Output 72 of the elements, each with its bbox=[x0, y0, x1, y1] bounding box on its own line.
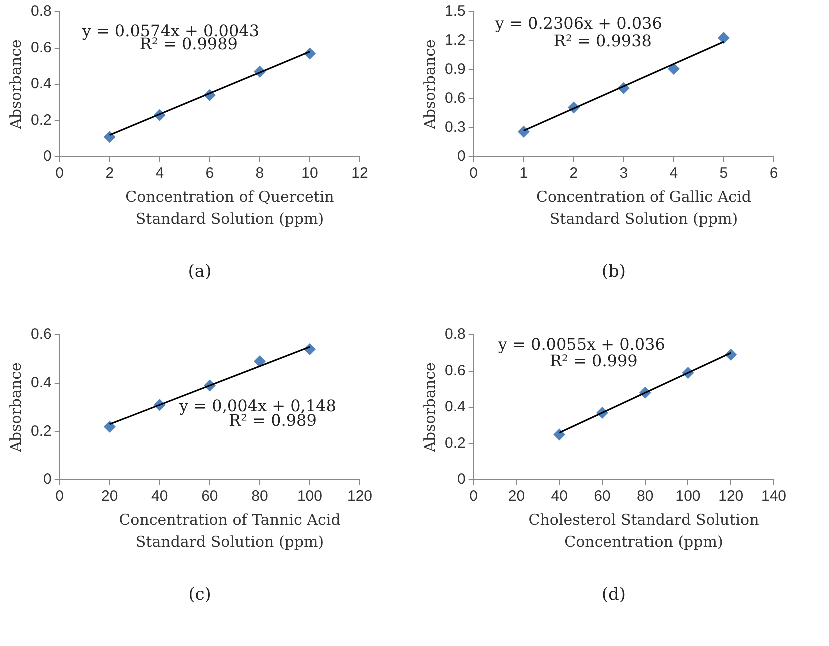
x-tick-label: 100 bbox=[676, 488, 701, 506]
x-tick-label: 100 bbox=[297, 488, 322, 506]
x-tick-label: 8 bbox=[256, 165, 264, 182]
x-tick-label: 80 bbox=[637, 488, 654, 506]
y-tick-label: 0.2 bbox=[30, 112, 52, 129]
x-tick-label: 120 bbox=[718, 488, 744, 506]
text: (b) bbox=[600, 262, 628, 282]
y-tick-label: 0.8 bbox=[30, 3, 52, 20]
point bbox=[718, 32, 730, 44]
x-tick-label: 80 bbox=[252, 488, 268, 506]
point bbox=[554, 428, 566, 441]
x-axis-title: Concentration of Quercetin Standard Solution (ppm) bbox=[124, 187, 336, 230]
x-tick-label: 40 bbox=[551, 488, 568, 506]
y-tick-label: 1.5 bbox=[444, 3, 466, 20]
x-tick-label: 0 bbox=[470, 165, 478, 182]
point bbox=[668, 63, 680, 76]
x-tick-label: 6 bbox=[770, 165, 778, 182]
x-tick-label: 120 bbox=[347, 488, 373, 506]
y-axis-title: Absorbance bbox=[6, 362, 25, 454]
y-tick-label: 0.8 bbox=[444, 326, 466, 344]
x-axis-title: Cholesterol Standard Solution Concentration (ppm) bbox=[528, 510, 760, 553]
y-tick-label: 0 bbox=[44, 148, 52, 166]
text: (d) bbox=[600, 585, 628, 605]
y-tick-label: 0.4 bbox=[30, 374, 52, 392]
x-tick-label: 60 bbox=[594, 488, 611, 506]
x-axis-title: Concentration of Tannic Acid Standard Solution (ppm) bbox=[118, 510, 342, 553]
y-tick-label: 0.4 bbox=[30, 76, 52, 93]
x-tick-label: 60 bbox=[202, 488, 218, 506]
annotation: y = 0.2306x + 0.036 bbox=[494, 14, 662, 34]
text: (a) bbox=[187, 262, 213, 282]
x-tick-label: 2 bbox=[106, 165, 114, 182]
x-tick-label: 0 bbox=[56, 165, 64, 182]
x-tick-label: 4 bbox=[156, 165, 164, 182]
y-tick-label: 0 bbox=[44, 471, 52, 488]
x-tick-label: 10 bbox=[302, 165, 318, 182]
x-axis-title: Concentration of Gallic Acid Standard Solution (ppm) bbox=[535, 187, 752, 230]
text: (c) bbox=[188, 585, 212, 605]
point bbox=[104, 420, 116, 433]
x-tick-label: 0 bbox=[56, 488, 64, 506]
y-axis-title: Absorbance bbox=[6, 39, 25, 130]
y-tick-label: 0.2 bbox=[30, 422, 52, 440]
x-tick-label: 20 bbox=[508, 488, 526, 506]
y-tick-label: 0.6 bbox=[444, 90, 466, 108]
x-tick-label: 1 bbox=[520, 165, 528, 182]
y-tick-label: 0.6 bbox=[30, 326, 52, 344]
annotation: y = 0.0055x + 0.036 bbox=[497, 335, 666, 354]
y-tick-label: 0.4 bbox=[444, 398, 466, 416]
x-tick-label: 20 bbox=[102, 488, 118, 506]
y-tick-label: 0 bbox=[458, 471, 466, 488]
x-tick-label: 40 bbox=[152, 488, 168, 506]
point bbox=[518, 126, 530, 138]
y-tick-label: 0 bbox=[458, 148, 466, 166]
y-tick-label: 1.2 bbox=[444, 32, 466, 50]
x-tick-label: 140 bbox=[761, 488, 787, 506]
x-tick-label: 2 bbox=[570, 165, 578, 182]
annotation: R² = 0.9938 bbox=[554, 32, 652, 51]
annotation: R² = 0.999 bbox=[550, 352, 638, 371]
x-tick-label: 12 bbox=[352, 165, 368, 182]
x-tick-label: 3 bbox=[620, 165, 628, 182]
y-tick-label: 0.6 bbox=[30, 39, 52, 56]
point bbox=[254, 356, 266, 368]
x-tick-label: 0 bbox=[470, 488, 478, 506]
y-tick-label: 0.6 bbox=[444, 362, 466, 380]
x-tick-label: 6 bbox=[206, 165, 214, 182]
y-tick-label: 0.9 bbox=[444, 61, 466, 78]
x-tick-label: 4 bbox=[670, 165, 678, 182]
y-axis-title: Absorbance bbox=[420, 39, 439, 130]
y-tick-label: 0.2 bbox=[444, 434, 466, 452]
point bbox=[104, 131, 116, 144]
y-axis-title: Absorbance bbox=[420, 362, 439, 454]
y-tick-label: 0.3 bbox=[444, 119, 466, 136]
x-tick-label: 5 bbox=[720, 165, 728, 182]
